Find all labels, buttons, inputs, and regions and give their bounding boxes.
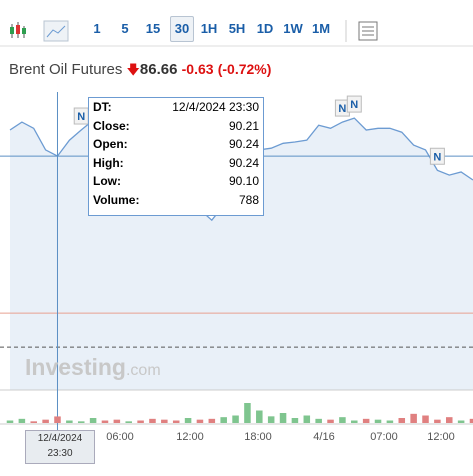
tooltip-row: DT: 12/4/2024 23:30 bbox=[89, 98, 263, 117]
news-marker-label: N bbox=[350, 99, 358, 111]
header: Brent Oil Futures 🡇86.66 -0.63 (-0.72%) bbox=[9, 61, 271, 83]
tooltip-row: Close: 90.21 bbox=[89, 117, 263, 136]
volume-bar bbox=[208, 418, 216, 423]
tooltip-key: Volume: bbox=[93, 192, 140, 207]
instrument-name: Brent Oil Futures bbox=[9, 61, 123, 78]
volume-bar bbox=[362, 418, 370, 423]
tooltip-key: Low: bbox=[93, 174, 121, 188]
volume-bar bbox=[196, 419, 204, 423]
volume-bar bbox=[30, 421, 38, 423]
interval-button[interactable]: 1 bbox=[93, 21, 101, 36]
tooltip-row: Open: 90.24 bbox=[89, 135, 263, 154]
volume-bar bbox=[469, 418, 473, 423]
tooltip-value: 90.10 bbox=[228, 174, 259, 188]
tooltip-row: Low: 90.10 bbox=[89, 172, 263, 191]
volume-bar bbox=[374, 419, 382, 423]
tooltip-key: Open: bbox=[93, 137, 128, 151]
volume-bar bbox=[125, 421, 132, 423]
x-tick-label: 07:00 bbox=[370, 431, 398, 443]
volume-bar bbox=[232, 415, 239, 423]
volume-bar bbox=[18, 418, 26, 423]
news-marker-label: N bbox=[433, 151, 441, 163]
tooltip-value: 12/4/2024 23:30 bbox=[172, 100, 259, 114]
area-icon[interactable] bbox=[43, 20, 69, 42]
tooltip-value: 90.24 bbox=[228, 155, 259, 170]
volume-bar bbox=[244, 403, 251, 423]
change: -0.63 bbox=[181, 61, 214, 77]
interval-button[interactable]: 1W bbox=[283, 21, 303, 36]
volume-bar bbox=[149, 418, 156, 423]
volume-bar bbox=[256, 410, 263, 423]
volume-bar bbox=[445, 417, 453, 423]
crosshair-date: 12/4/2024 23:30 bbox=[37, 433, 83, 459]
volume-bar bbox=[327, 419, 334, 423]
volume-bar bbox=[398, 418, 406, 423]
volume-bar bbox=[137, 420, 144, 423]
watermark-suffix: .com bbox=[126, 362, 161, 379]
interval-button[interactable]: 5 bbox=[121, 21, 129, 36]
x-tick-label: 12:00 bbox=[427, 431, 455, 443]
x-tick-label: 4/16 bbox=[313, 431, 334, 443]
interval-button[interactable]: 1D bbox=[256, 21, 274, 36]
watermark-brand: Investing bbox=[25, 354, 126, 380]
tooltip-row: High: 90.24 bbox=[89, 154, 263, 173]
tooltip: DT: 12/4/2024 23:30 Close: 90.21 Open: 90.24 H… bbox=[88, 97, 264, 216]
interval-button[interactable]: 30 bbox=[170, 16, 194, 42]
news-marker bbox=[429, 147, 445, 165]
table-icon-lines bbox=[362, 26, 374, 36]
volume-bar bbox=[172, 420, 180, 423]
volume-bar bbox=[89, 418, 97, 423]
tooltip-row: Volume: 788 bbox=[89, 191, 263, 210]
volume-bar bbox=[457, 420, 465, 423]
change-pct: (-0.72%) bbox=[217, 61, 272, 77]
watermark: Investing.com bbox=[25, 354, 161, 380]
interval-button[interactable]: 5H bbox=[228, 21, 246, 36]
volume-bar bbox=[161, 419, 168, 423]
interval-button[interactable]: 15 bbox=[145, 21, 161, 36]
news-marker-label: N bbox=[338, 103, 346, 115]
volume-bar bbox=[291, 418, 299, 423]
volume-bar bbox=[66, 420, 73, 423]
interval-button[interactable]: 1H bbox=[200, 21, 218, 36]
tooltip-key: Close: bbox=[93, 118, 130, 133]
candle-icon[interactable] bbox=[10, 22, 26, 38]
volume-bar bbox=[386, 420, 394, 423]
x-tick-label: 12:00 bbox=[176, 431, 204, 443]
volume-bar bbox=[113, 419, 121, 423]
volume-bar bbox=[339, 417, 346, 423]
x-tick-label: 18:00 bbox=[244, 431, 272, 443]
tooltip-key: DT: bbox=[93, 100, 112, 114]
volume-bar bbox=[351, 420, 358, 423]
area-icon-line bbox=[46, 25, 66, 38]
volume-bar bbox=[184, 418, 192, 423]
volume-bar bbox=[434, 419, 441, 423]
volume-bar bbox=[77, 421, 85, 423]
volume-bar bbox=[267, 416, 275, 423]
volume-bar bbox=[101, 420, 109, 423]
volume-bar bbox=[303, 415, 311, 423]
tooltip-value: 90.24 bbox=[228, 137, 259, 151]
tooltip-key: High: bbox=[93, 155, 124, 170]
volume-bar bbox=[54, 416, 61, 423]
volume-bar bbox=[422, 415, 429, 423]
news-marker-label: N bbox=[77, 111, 85, 123]
volume-bar bbox=[315, 418, 322, 423]
interval-button[interactable]: 1M bbox=[311, 21, 331, 36]
price: 86.66 bbox=[139, 61, 178, 78]
tooltip-value: 788 bbox=[238, 192, 259, 207]
volume-bar bbox=[6, 420, 14, 423]
news-marker bbox=[346, 95, 362, 113]
crosshair-label: 12/4/2024 23:30 bbox=[25, 430, 95, 464]
volume-bar bbox=[42, 419, 49, 423]
down-arrow: 🡇 bbox=[126, 62, 140, 77]
x-tick-label: 06:00 bbox=[106, 431, 134, 443]
volume-bar bbox=[220, 417, 227, 423]
tooltip-value: 90.21 bbox=[228, 118, 259, 133]
volume-bar bbox=[410, 413, 417, 423]
volume-bar bbox=[279, 413, 287, 423]
